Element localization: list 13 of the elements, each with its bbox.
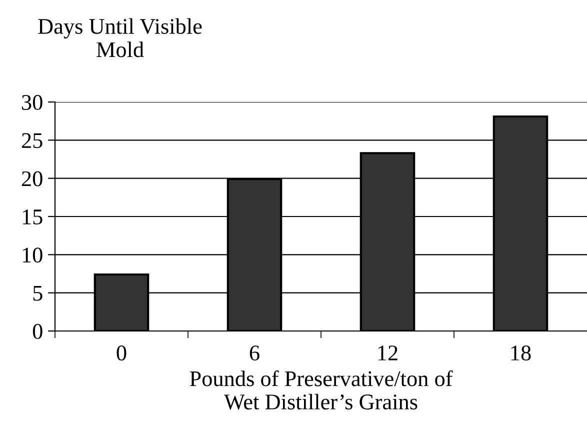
x-tick-label: 6 bbox=[250, 346, 260, 361]
x-tick-label: 0 bbox=[116, 346, 126, 361]
y-tick-label: 10 bbox=[22, 248, 42, 263]
y-axis-title: Days Until Visible Mold bbox=[38, 18, 202, 58]
x-tick-label: 12 bbox=[378, 346, 398, 360]
y-tick-label: 0 bbox=[32, 324, 42, 339]
y-tick-label: 25 bbox=[22, 133, 42, 148]
y-tick-label: 20 bbox=[22, 171, 42, 186]
y-tick-label: 30 bbox=[22, 94, 42, 110]
x-tick-label: 18 bbox=[511, 346, 531, 361]
x-axis-title: Pounds of Preservative/ton of Wet Distiller’s Grains bbox=[190, 370, 453, 410]
y-tick-label: 15 bbox=[22, 210, 42, 224]
y-tick-label: 5 bbox=[33, 286, 42, 301]
